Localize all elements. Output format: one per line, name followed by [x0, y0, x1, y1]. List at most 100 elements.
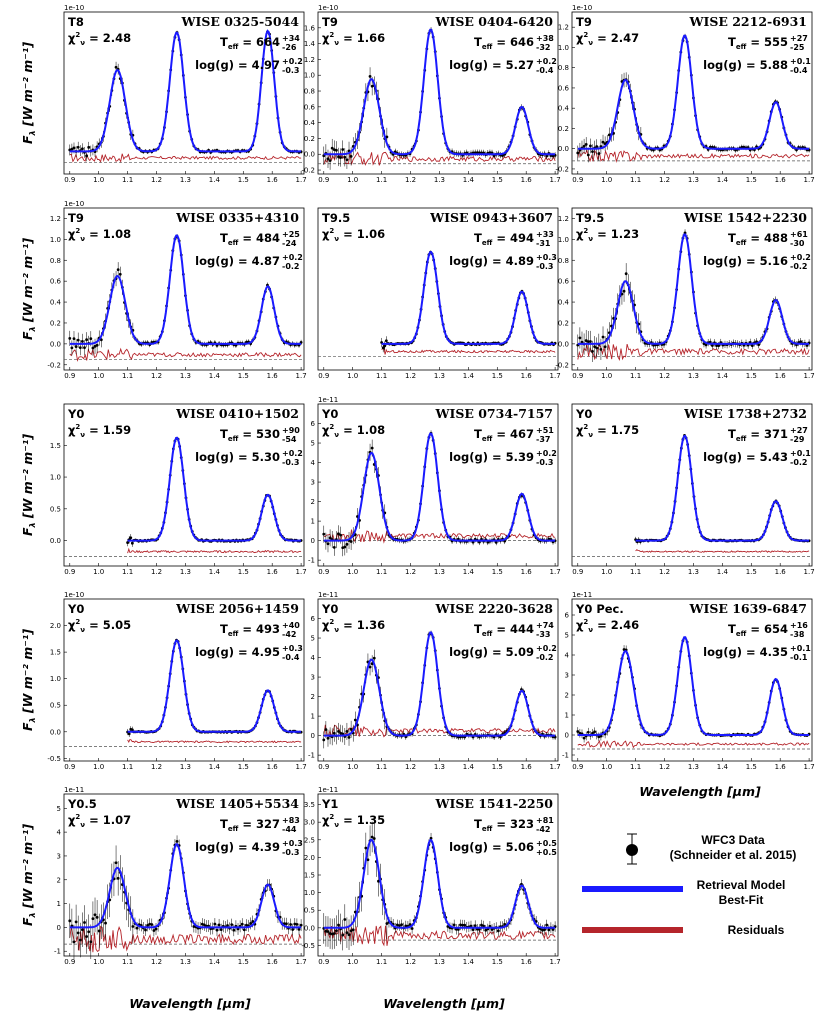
x-tick-label: 1.7: [550, 176, 561, 184]
data-point: [385, 135, 389, 139]
spectral-type: Y0: [321, 407, 338, 421]
y-tick-label: 1.5: [50, 442, 61, 450]
data-point: [85, 935, 89, 938]
x-tick-label: 0.9: [64, 176, 75, 184]
panel-11: 0.9 1.0 1.1 1.2 1.3 1.4 1.5 1.6 1.7 -1 0 1 2 3 4 5 6 1e-1…: [308, 591, 561, 771]
y-tick-label: 0.2: [558, 319, 569, 327]
panel-title: WISE 2220-3628: [434, 601, 553, 616]
data-point: [219, 928, 223, 932]
data-point: [81, 339, 84, 343]
y-tick-label: -0.2: [47, 361, 61, 369]
data-point: [593, 345, 597, 349]
data-point: [503, 922, 507, 926]
data-point: [586, 730, 590, 734]
data-point: [345, 158, 349, 162]
y-tick-label: 3: [57, 852, 61, 860]
x-tick-label: 1.3: [688, 176, 699, 184]
x-tick-label: 1.1: [376, 763, 387, 771]
data-point: [593, 730, 597, 734]
residual-series: [381, 348, 556, 355]
teff-value: 371: [764, 427, 788, 441]
teff-lower: -42: [536, 825, 550, 834]
teff-lower: -31: [536, 239, 551, 248]
y-tick-label: 0.8: [558, 257, 569, 265]
x-tick-label: 1.1: [630, 176, 641, 184]
teff-lower: -25: [790, 43, 805, 52]
data-point: [330, 932, 334, 936]
y-tick-label: 3.5: [304, 801, 315, 809]
data-point: [326, 930, 330, 933]
logg-lower: -0.4: [536, 66, 554, 75]
residual-series: [127, 547, 302, 554]
legend-residual-label: Residuals: [728, 923, 785, 937]
x-tick-label: 1.7: [296, 763, 307, 771]
data-point: [347, 735, 351, 739]
x-tick-label: 1.6: [521, 176, 533, 184]
teff-value: 327: [256, 817, 280, 831]
x-tick-label: 0.9: [64, 958, 75, 966]
teff-upper: +27: [790, 34, 808, 43]
plot-frame: [317, 11, 559, 175]
axis-scale-label: 1e-11: [572, 591, 592, 599]
y-tick-label: 0.4: [50, 299, 62, 307]
y-axis-label-sub: λ: [28, 717, 37, 723]
data-point: [624, 272, 628, 276]
data-point: [245, 923, 248, 927]
chi2-value: 2.48: [103, 31, 131, 45]
model-series: [323, 28, 556, 156]
data-point: [114, 861, 118, 865]
x-tick-label: 1.4: [717, 763, 729, 771]
y-tick-label: 0.2: [558, 125, 569, 133]
data-point: [349, 727, 353, 731]
y-axis-label-row-5: Fλ [W m⁻² m⁻¹]: [20, 824, 37, 926]
data-point: [494, 540, 498, 544]
y-axis-label-main: F: [20, 135, 35, 144]
data-point: [345, 730, 349, 733]
data-point: [799, 340, 803, 344]
chi2-value: 1.59: [103, 423, 131, 437]
panel-9: 0.9 1.0 1.1 1.2 1.3 1.4 1.5 1.6 1.7 Y0 WISE 1738+2…: [571, 403, 815, 576]
data-point: [68, 336, 72, 340]
data-point: [384, 339, 388, 343]
y-tick-label: 0.2: [304, 135, 315, 143]
logg-lower: -0.3: [536, 262, 554, 271]
legend-model-label-2: Best-Fit: [719, 893, 764, 907]
chi2-value: 2.47: [611, 31, 639, 45]
data-point: [232, 928, 236, 932]
x-tick-label: 1.3: [434, 568, 445, 576]
model-series: [69, 843, 302, 929]
y-axis-label-sub: λ: [28, 130, 37, 136]
panel-8: 0.9 1.0 1.1 1.2 1.3 1.4 1.5 1.6 1.7 -1 0 1 2 3 4 5 6 1e-1…: [308, 396, 561, 576]
x-tick-label: 1.1: [122, 958, 133, 966]
data-point: [541, 928, 544, 932]
data-point: [322, 532, 326, 536]
x-tick-label: 1.5: [492, 763, 503, 771]
data-point: [370, 835, 374, 839]
x-tick-label: 1.7: [550, 568, 561, 576]
y-tick-label: 5: [311, 635, 315, 643]
data-point: [293, 922, 297, 926]
model-series: [635, 434, 810, 542]
panel-2: 0.9 1.0 1.1 1.2 1.3 1.4 1.5 1.6 1.7 -0.2 0.0 0.2 0.4…: [301, 4, 560, 184]
spectral-type: Y0 Pec.: [575, 602, 624, 616]
data-point: [345, 542, 349, 546]
x-tick-label: 1.1: [630, 763, 641, 771]
x-tick-label: 1.4: [209, 372, 221, 380]
y-tick-label: 0.0: [304, 924, 315, 932]
teff-value: 646: [510, 35, 534, 49]
logg-upper: +0.1: [790, 449, 811, 458]
data-point: [326, 157, 330, 161]
x-tick-label: 0.9: [64, 763, 75, 771]
x-tick-label: 1.4: [717, 372, 729, 380]
x-tick-label: 1.2: [151, 372, 162, 380]
y-axis-label-row-2: Fλ [W m⁻² m⁻¹]: [20, 238, 37, 340]
x-tick-label: 0.9: [572, 372, 583, 380]
y-tick-label: 5: [565, 632, 569, 640]
teff-value: 654: [764, 622, 788, 636]
data-point: [595, 346, 599, 350]
y-tick-label: 1.2: [50, 215, 61, 223]
x-tick-label: 1.2: [659, 372, 670, 380]
y-tick-label: -0.5: [47, 755, 61, 763]
data-point: [607, 133, 611, 137]
data-point: [328, 159, 332, 163]
